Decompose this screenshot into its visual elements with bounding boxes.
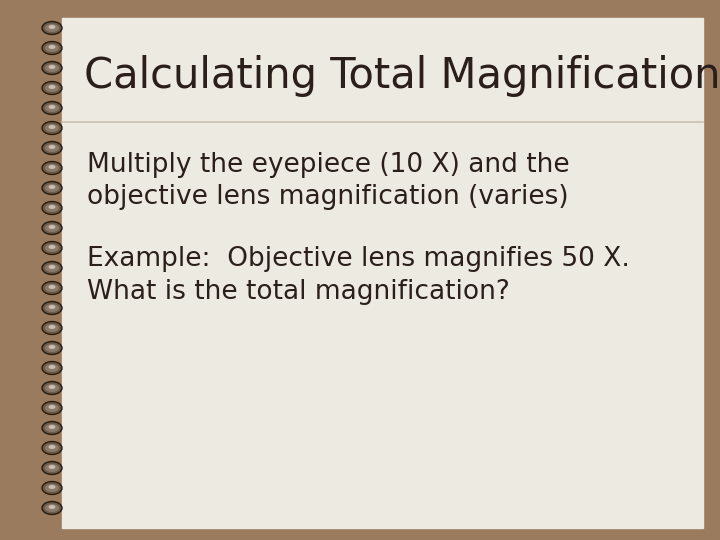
Ellipse shape: [45, 44, 59, 52]
Ellipse shape: [45, 484, 59, 492]
Ellipse shape: [48, 105, 55, 109]
Ellipse shape: [42, 161, 62, 174]
Ellipse shape: [42, 62, 62, 75]
Ellipse shape: [45, 144, 59, 152]
Ellipse shape: [48, 125, 55, 129]
Ellipse shape: [42, 341, 62, 354]
Ellipse shape: [48, 425, 55, 429]
Ellipse shape: [45, 64, 59, 72]
Ellipse shape: [45, 84, 59, 92]
Ellipse shape: [48, 205, 55, 209]
Ellipse shape: [42, 122, 62, 134]
Ellipse shape: [45, 224, 59, 232]
Ellipse shape: [42, 381, 62, 395]
Ellipse shape: [42, 482, 62, 495]
Ellipse shape: [42, 422, 62, 435]
Ellipse shape: [45, 244, 59, 252]
Ellipse shape: [45, 104, 59, 112]
Ellipse shape: [48, 325, 55, 329]
Ellipse shape: [48, 285, 55, 289]
Ellipse shape: [42, 402, 62, 415]
Ellipse shape: [42, 22, 62, 35]
Ellipse shape: [45, 184, 59, 192]
Ellipse shape: [45, 444, 59, 452]
Ellipse shape: [48, 245, 55, 249]
Ellipse shape: [48, 385, 55, 389]
Ellipse shape: [42, 281, 62, 294]
Ellipse shape: [48, 465, 55, 469]
Ellipse shape: [48, 345, 55, 349]
Ellipse shape: [42, 221, 62, 234]
Ellipse shape: [48, 25, 55, 29]
Ellipse shape: [48, 165, 55, 169]
Text: Example:  Objective lens magnifies 50 X.: Example: Objective lens magnifies 50 X.: [87, 246, 630, 272]
Text: Calculating Total Magnification: Calculating Total Magnification: [84, 55, 720, 97]
Text: objective lens magnification (varies): objective lens magnification (varies): [87, 184, 569, 210]
Ellipse shape: [42, 261, 62, 274]
Ellipse shape: [42, 502, 62, 515]
Ellipse shape: [45, 324, 59, 332]
Ellipse shape: [45, 364, 59, 372]
Ellipse shape: [48, 65, 55, 69]
Ellipse shape: [45, 384, 59, 392]
Ellipse shape: [42, 301, 62, 314]
Ellipse shape: [45, 424, 59, 432]
Ellipse shape: [45, 304, 59, 312]
Ellipse shape: [42, 82, 62, 94]
Ellipse shape: [45, 124, 59, 132]
Ellipse shape: [48, 45, 55, 49]
Ellipse shape: [45, 284, 59, 292]
Ellipse shape: [42, 241, 62, 254]
Ellipse shape: [48, 365, 55, 369]
Ellipse shape: [42, 141, 62, 154]
Ellipse shape: [48, 405, 55, 409]
Ellipse shape: [45, 504, 59, 512]
Ellipse shape: [45, 204, 59, 212]
Ellipse shape: [48, 305, 55, 309]
Ellipse shape: [45, 24, 59, 32]
Ellipse shape: [48, 185, 55, 189]
Ellipse shape: [42, 102, 62, 114]
Ellipse shape: [42, 462, 62, 475]
Bar: [62, 18, 703, 528]
Ellipse shape: [42, 321, 62, 334]
Ellipse shape: [48, 265, 55, 269]
Ellipse shape: [42, 442, 62, 455]
Ellipse shape: [48, 505, 55, 509]
Ellipse shape: [42, 201, 62, 214]
Ellipse shape: [42, 42, 62, 55]
Ellipse shape: [48, 485, 55, 489]
Ellipse shape: [42, 181, 62, 194]
Ellipse shape: [45, 344, 59, 352]
Ellipse shape: [45, 164, 59, 172]
Ellipse shape: [48, 445, 55, 449]
Ellipse shape: [42, 361, 62, 375]
Ellipse shape: [48, 85, 55, 89]
Ellipse shape: [48, 225, 55, 229]
Ellipse shape: [45, 464, 59, 472]
Ellipse shape: [45, 404, 59, 412]
Ellipse shape: [48, 145, 55, 149]
Text: Multiply the eyepiece (10 X) and the: Multiply the eyepiece (10 X) and the: [87, 152, 570, 178]
Ellipse shape: [45, 264, 59, 272]
Text: What is the total magnification?: What is the total magnification?: [87, 279, 510, 305]
